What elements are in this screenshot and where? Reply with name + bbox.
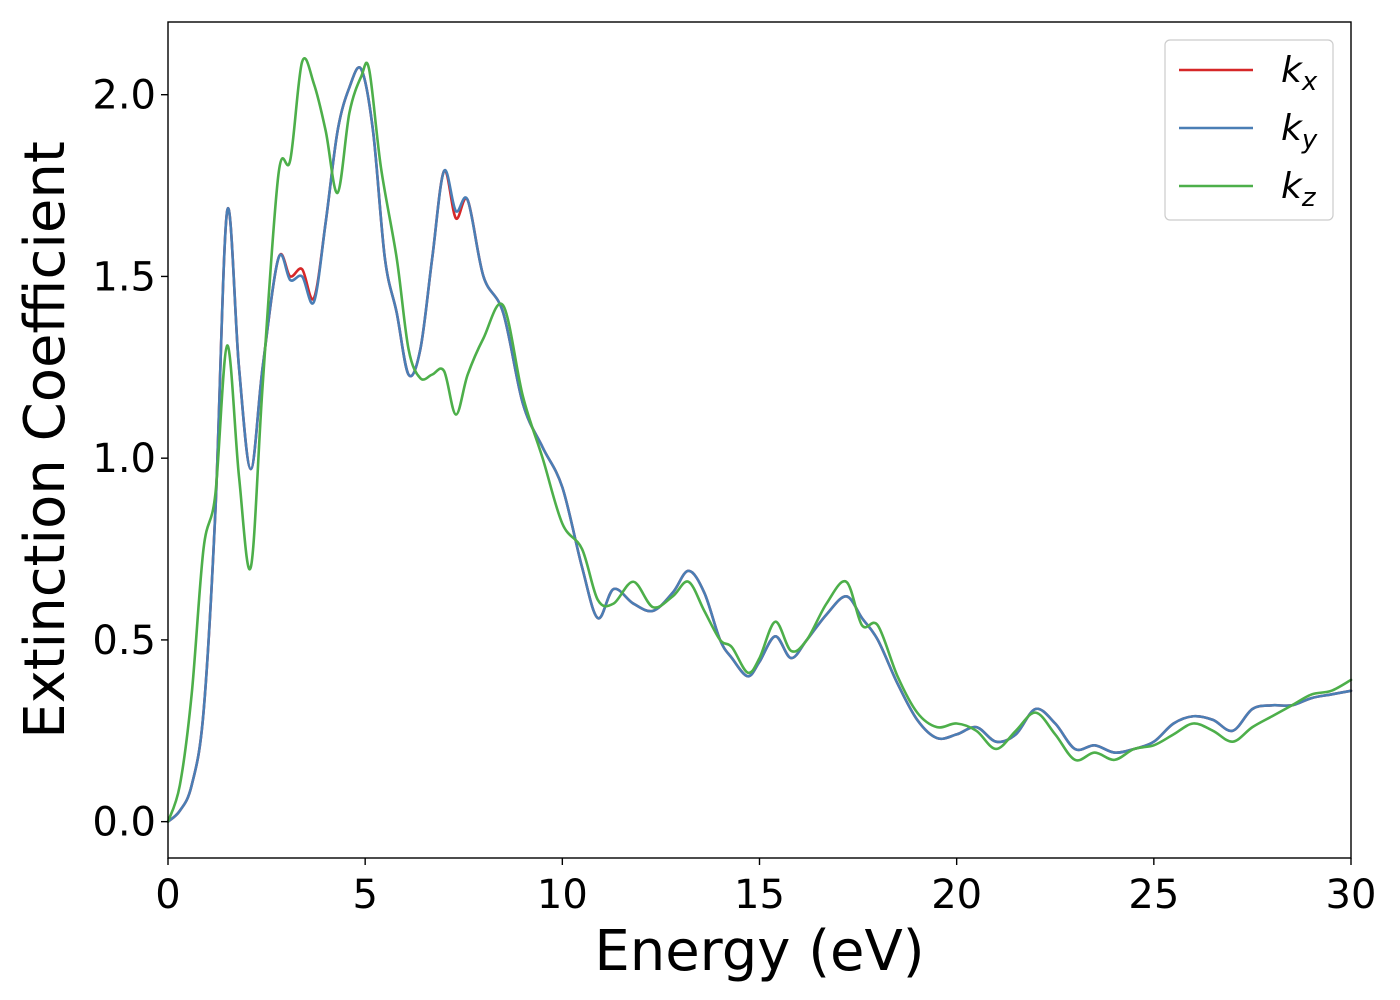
- y-tick-label: 1.5: [92, 254, 156, 300]
- x-tick-label: 0: [155, 872, 180, 918]
- x-tick-label: 30: [1326, 872, 1377, 918]
- y-tick-label: 1.0: [92, 436, 156, 482]
- y-axis-ticks: 0.0 0.5 1.0 1.5 2.0: [92, 73, 168, 846]
- series-line-z: [166, 57, 1353, 823]
- legend-label-x: kx: [1281, 50, 1318, 97]
- x-tick-label: 5: [352, 872, 377, 918]
- legend-box: [1164, 39, 1334, 221]
- x-tick-label: 10: [537, 872, 588, 918]
- x-axis-title: Energy (eV): [594, 919, 924, 984]
- series-lines: [166, 57, 1353, 823]
- y-tick-label: 2.0: [92, 73, 156, 119]
- y-tick-label: 0.5: [92, 618, 156, 664]
- y-tick-label: 0.0: [92, 800, 156, 846]
- x-tick-label: 20: [931, 872, 982, 918]
- legend-label-z: kz: [1281, 166, 1317, 213]
- legend-label-y: ky: [1281, 108, 1318, 155]
- series-line-y: [166, 66, 1353, 823]
- x-tick-label: 15: [734, 872, 785, 918]
- x-tick-label: 25: [1128, 872, 1179, 918]
- y-axis-title: Extinction Coefficient: [13, 141, 78, 739]
- x-axis-ticks: 0 5 10 15 20 25 30: [155, 858, 1376, 918]
- legend: kx ky kz: [1164, 39, 1334, 221]
